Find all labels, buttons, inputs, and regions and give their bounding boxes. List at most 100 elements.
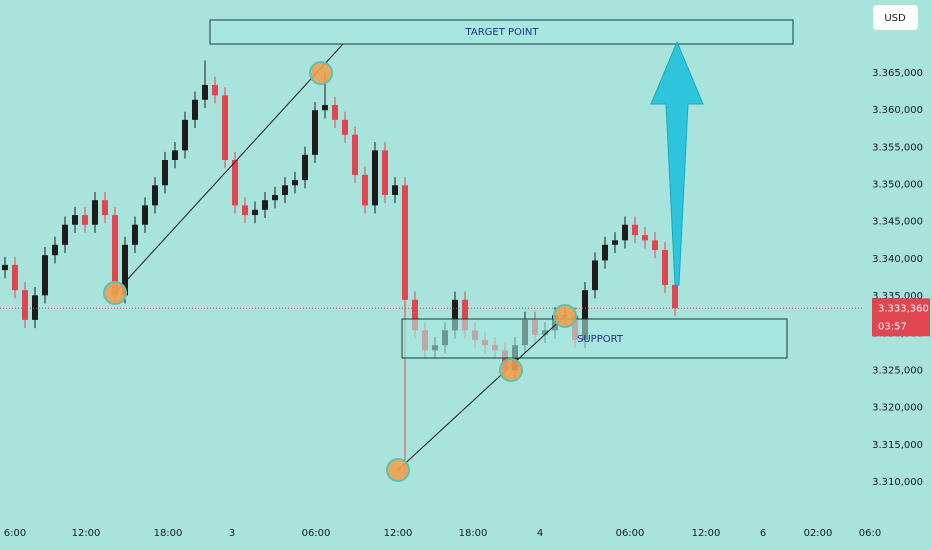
candle-body (352, 134, 358, 175)
x-tick-label: 18:00 (459, 528, 488, 539)
y-tick-label: 3.340,000 (872, 254, 923, 265)
x-tick-label: 4 (537, 528, 543, 539)
currency: USD (884, 13, 906, 24)
x-tick-label: 12:00 (692, 528, 721, 539)
x-tick-label: 02:00 (804, 528, 833, 539)
candle-body (602, 244, 608, 261)
axes: 3.310,000 3.315,000 3.320,000 3.325,000 3.33… (4, 68, 930, 539)
candle-body (212, 84, 218, 96)
candle-body (392, 185, 398, 195)
candle-body (672, 284, 678, 308)
candle-body (72, 215, 78, 225)
candle-body (152, 185, 158, 206)
x-tick-label: 12:00 (384, 528, 413, 539)
target-arrow (650, 40, 704, 286)
candle-body (112, 215, 118, 296)
candle-body (242, 205, 248, 216)
candle-body (372, 150, 378, 206)
candle-body (32, 295, 38, 320)
y-tick-label: 3.360,000 (872, 105, 923, 116)
candle-body (302, 154, 308, 181)
candle-body (52, 244, 58, 256)
x-tick-label: 3 (229, 528, 235, 539)
candle-body (642, 235, 648, 241)
y-tick-label: 3.315,000 (872, 440, 923, 451)
pivot (103, 281, 127, 305)
candle-body (2, 264, 8, 271)
last-price-label: 3.333,360 (878, 303, 929, 314)
candle-body (662, 249, 668, 285)
y-tick-label: 3.345,000 (872, 217, 923, 228)
candle-body (332, 104, 338, 120)
candle-body (62, 224, 68, 245)
candle-body (222, 95, 228, 161)
candle-body (612, 240, 618, 245)
candle-body (452, 299, 458, 331)
candle-body (342, 119, 348, 135)
y-tick-label: 3.335,000 (872, 291, 923, 302)
candle-body (462, 299, 468, 331)
candle-body (192, 99, 198, 120)
candle-body (632, 224, 638, 236)
x-tick-label: 06:0 (859, 528, 881, 539)
pivot (309, 61, 333, 85)
candle-body (162, 160, 168, 186)
candle-body (82, 215, 88, 225)
x-tick-label: 18:00 (154, 528, 183, 539)
candle-body (12, 264, 18, 291)
candle-body (412, 299, 418, 331)
candle-body (42, 255, 48, 296)
candle-body (142, 205, 148, 225)
pivot (553, 304, 577, 328)
y-tick-label: 3.310,000 (872, 477, 923, 488)
candle-body (582, 290, 588, 340)
x-tick-label: 6:00 (4, 528, 26, 539)
x-tick-label: 6 (760, 528, 766, 539)
candle-body (592, 260, 598, 291)
candle-body (132, 224, 138, 245)
candle-body (252, 209, 258, 216)
y-tick-label: 3.320,000 (872, 403, 923, 414)
y-tick-label: 3.325,000 (872, 365, 923, 376)
pivot-markers (103, 61, 577, 482)
target-zone (209, 19, 794, 45)
x-tick-label: 12:00 (72, 528, 101, 539)
candle-body (262, 200, 268, 210)
support-zone (401, 318, 788, 359)
x-tick-label: 06:00 (302, 528, 331, 539)
candle-body (652, 240, 658, 250)
candle-body (202, 84, 208, 100)
candle-body (172, 150, 178, 161)
candle-body (362, 174, 368, 206)
countdown: 03:57 (878, 321, 907, 332)
pivot (386, 458, 410, 482)
target-label: TARGET POINT (465, 27, 540, 38)
candle-body (322, 104, 328, 111)
last-price-tag (872, 298, 930, 337)
candle-body (272, 194, 278, 201)
support-label: SUPPORT (577, 334, 624, 345)
trend-line (114, 43, 344, 294)
candle-body (102, 200, 108, 216)
y-tick-label: 3.365,000 (872, 68, 923, 79)
candle-body (292, 180, 298, 186)
candle-body (312, 110, 318, 155)
candle-body (92, 200, 98, 225)
candle-body (122, 244, 128, 296)
candle-body (282, 185, 288, 195)
x-tick-label: 06:00 (616, 528, 645, 539)
candle-body (402, 185, 408, 300)
candle-body (622, 224, 628, 241)
candle-body (182, 119, 188, 151)
candle-body (232, 160, 238, 206)
y-tick-label: 3.355,000 (872, 142, 923, 153)
pivot (499, 358, 523, 382)
candle-body (382, 150, 388, 195)
trend-line (397, 315, 566, 471)
y-tick-label: 3.350,000 (872, 180, 923, 191)
candle-body (22, 290, 28, 320)
currency-box (873, 5, 918, 30)
